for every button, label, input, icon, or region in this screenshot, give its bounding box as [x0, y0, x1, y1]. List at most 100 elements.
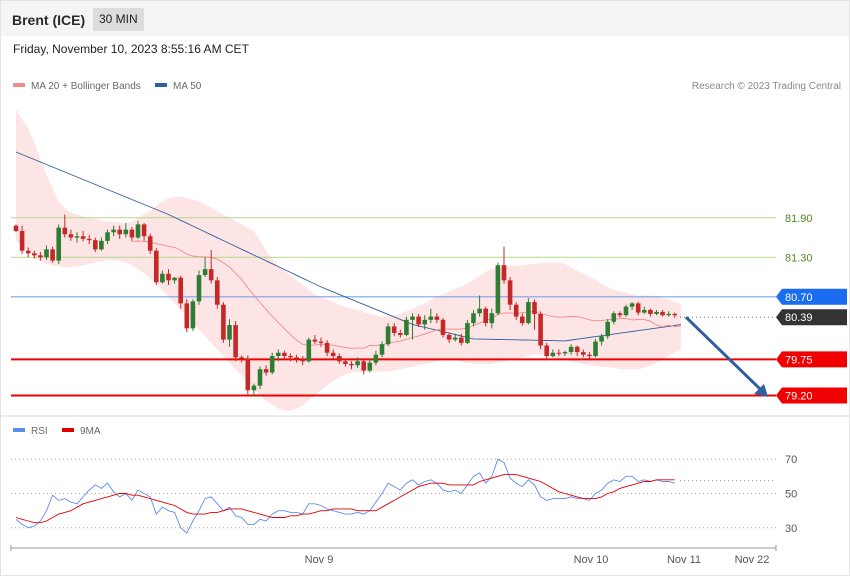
candle-body [367, 362, 373, 371]
candle-body [202, 269, 208, 276]
candle-body [215, 280, 220, 305]
candle-body [642, 309, 647, 313]
candle-body [343, 361, 348, 364]
level-label-last-3: 80.39 [785, 312, 813, 324]
legend-ma50: MA 50 [155, 81, 201, 92]
candle-body [617, 313, 623, 316]
candle-body [483, 308, 488, 324]
candle-body [80, 236, 86, 239]
credit-text: Research © 2023 Trading Central [691, 81, 841, 92]
candle-body [373, 354, 379, 363]
candle-body [648, 309, 653, 314]
legend-rsi: RSI [13, 426, 48, 437]
candle-body [306, 339, 312, 362]
candle-body [221, 304, 226, 340]
candle-body [501, 265, 507, 281]
candle-body [196, 275, 202, 302]
candle-body [263, 369, 269, 373]
instrument-title: Brent (ICE) [12, 12, 86, 28]
candle-body [398, 333, 403, 335]
candle-body [86, 238, 92, 241]
candle-body [404, 319, 409, 335]
candle-body [611, 313, 617, 322]
candle-body [154, 250, 159, 283]
candle-body [44, 249, 49, 258]
timeframe-button[interactable]: 30 MIN [93, 8, 144, 31]
candle-body [446, 334, 452, 340]
candle-body [507, 280, 513, 305]
candle-body [160, 273, 165, 283]
candle-body [379, 344, 385, 355]
ma20-line [131, 240, 681, 349]
ma9-label: 9MA [80, 426, 101, 437]
candle-body [251, 385, 257, 391]
candle-body [184, 303, 190, 329]
ma20-swatch [13, 83, 25, 88]
candle-body [629, 303, 635, 307]
candle-body [550, 352, 556, 357]
candle-body [257, 369, 263, 386]
candle-body [294, 357, 299, 359]
candle-body [324, 342, 330, 353]
candle-body [282, 352, 287, 357]
candle-body [123, 229, 129, 235]
candle-body [666, 313, 671, 316]
candle-body [587, 354, 592, 357]
candle-body [99, 240, 104, 250]
candle-body [233, 325, 238, 358]
x-tick-label: Nov 11 [667, 554, 701, 566]
candle-body [526, 302, 531, 324]
candle-body [391, 326, 397, 333]
candle-body [349, 363, 354, 366]
candle-body [428, 316, 434, 320]
candle-body [141, 224, 147, 237]
candle-body [74, 236, 80, 238]
candle-body [355, 361, 360, 366]
candle-body [269, 356, 275, 373]
candle-body [556, 352, 562, 354]
candle-body [452, 337, 458, 340]
candle-body [416, 316, 421, 325]
candle-body [513, 304, 519, 317]
candle-body [495, 265, 501, 314]
rsi-tick-30: 30 [785, 523, 797, 535]
candle-body [135, 224, 141, 238]
candle-body [654, 311, 659, 314]
candle-body [361, 361, 366, 371]
level-label-resistance-0: 81.90 [785, 213, 813, 225]
level-tag-4 [776, 351, 847, 368]
level-label-pivot-2: 80.70 [785, 292, 813, 304]
candle-body [190, 301, 196, 329]
candle-body [13, 225, 19, 231]
candle-body [605, 321, 610, 337]
candle-body [129, 229, 135, 238]
candle-body [117, 229, 122, 235]
level-tag-3 [776, 309, 847, 326]
candle-body [489, 313, 495, 324]
candle-body [288, 356, 293, 358]
ma50-line [15, 151, 681, 342]
candle-body [471, 313, 476, 324]
candle-body [599, 336, 604, 342]
candle-body [465, 323, 470, 343]
candle-body [93, 240, 98, 250]
x-tick-label: Nov 10 [574, 554, 609, 566]
rsi-swatch [13, 428, 25, 433]
ma50-label: MA 50 [173, 81, 202, 92]
candle-body [544, 345, 549, 357]
rsi-series-1 [15, 474, 675, 524]
candle-body [19, 230, 25, 251]
candle-body [385, 326, 391, 345]
x-tick-label: Nov 9 [305, 554, 334, 566]
candle-body [422, 319, 427, 325]
candle-body [38, 255, 43, 258]
bollinger-band [16, 109, 681, 411]
level-label-support-5: 79.20 [785, 391, 813, 403]
candle-body [459, 337, 464, 343]
rsi-tick-50: 50 [785, 489, 797, 501]
candle-body [410, 316, 415, 320]
candle-body [147, 236, 153, 251]
candle-body [50, 249, 55, 261]
candle-body [208, 269, 214, 281]
candle-body [227, 325, 232, 340]
